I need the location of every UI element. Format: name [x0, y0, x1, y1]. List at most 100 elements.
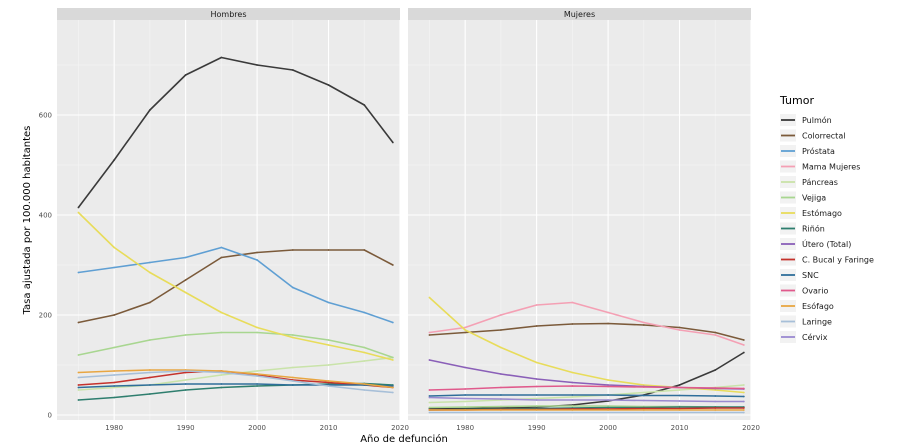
panel-hombres-background — [57, 20, 400, 420]
data-point — [363, 104, 366, 106]
data-point — [363, 383, 366, 385]
data-point — [256, 373, 258, 375]
data-point — [742, 400, 745, 403]
data-point — [742, 384, 745, 386]
data-point — [77, 321, 80, 324]
y-tick-label: 0 — [48, 412, 52, 420]
data-point — [742, 411, 745, 414]
data-point — [391, 264, 394, 266]
data-point — [391, 356, 394, 359]
data-point — [535, 397, 538, 400]
data-point — [607, 322, 609, 325]
data-point — [571, 394, 574, 396]
data-point — [363, 360, 366, 362]
data-point — [642, 411, 645, 414]
data-point — [499, 329, 502, 331]
data-point — [291, 376, 294, 379]
series-line-hombres — [77, 56, 394, 208]
data-point — [220, 386, 223, 389]
data-point — [607, 394, 609, 396]
data-point — [113, 314, 116, 316]
data-point — [256, 251, 258, 254]
data-point — [464, 394, 467, 396]
data-point — [499, 405, 502, 408]
x-tick-label: 1980 — [105, 424, 123, 432]
data-point — [535, 385, 538, 388]
data-point — [184, 379, 187, 381]
data-point — [742, 409, 745, 411]
data-point — [607, 411, 609, 414]
data-point — [148, 339, 151, 341]
data-point — [642, 384, 645, 386]
legend-label: Laringe — [802, 318, 832, 327]
data-point — [148, 393, 151, 395]
data-point — [184, 291, 187, 294]
data-point — [256, 259, 258, 261]
data-point — [678, 411, 681, 414]
data-point — [256, 370, 258, 372]
y-tick-label: 400 — [39, 212, 52, 220]
x-tick-label: 2000 — [599, 424, 617, 432]
data-point — [113, 159, 116, 161]
data-point — [327, 339, 330, 341]
data-point — [464, 406, 467, 408]
x-tick-label: 2000 — [248, 424, 266, 432]
strip-hombres — [57, 8, 400, 20]
data-point — [464, 409, 467, 411]
data-point — [77, 389, 80, 391]
series-line-mujeres — [429, 396, 744, 403]
data-point — [714, 334, 717, 336]
series-line-hombres — [78, 246, 394, 324]
data-point — [678, 400, 681, 402]
data-point — [742, 344, 745, 346]
data-point — [113, 370, 116, 372]
data-point — [642, 409, 645, 411]
data-point — [363, 311, 366, 314]
series-line-hombres — [78, 369, 393, 389]
x-tick-label: 2010 — [671, 424, 689, 432]
data-point — [220, 370, 223, 372]
data-point — [256, 383, 258, 385]
data-point — [428, 409, 431, 411]
series-lines — [77, 56, 745, 414]
panel-mujeres-background — [408, 20, 751, 420]
data-point — [148, 301, 151, 304]
series-line-mujeres — [429, 301, 745, 346]
strip-mujeres — [408, 8, 751, 20]
data-point — [184, 279, 187, 281]
data-point — [714, 331, 717, 334]
data-point — [148, 261, 151, 264]
data-point — [535, 411, 538, 414]
data-point — [464, 388, 467, 390]
data-point — [464, 411, 467, 414]
data-point — [535, 378, 538, 380]
series-line-hombres — [78, 331, 394, 359]
data-point — [428, 296, 431, 299]
data-point — [184, 334, 187, 336]
data-point — [464, 366, 467, 369]
data-point — [391, 391, 394, 394]
data-point — [291, 334, 294, 336]
series-line-mujeres — [429, 322, 745, 341]
data-point — [678, 406, 681, 408]
data-point — [642, 399, 645, 402]
x-tick-label: 1990 — [177, 424, 195, 432]
data-point — [607, 405, 609, 407]
data-point — [113, 381, 116, 384]
data-point — [77, 386, 80, 389]
x-tick-label: 2020 — [391, 424, 409, 432]
data-point — [742, 351, 745, 354]
data-point — [607, 311, 609, 314]
data-point — [499, 394, 502, 396]
data-point — [256, 331, 258, 334]
data-point — [77, 206, 80, 209]
data-point — [148, 384, 151, 386]
data-point — [607, 384, 609, 386]
data-point — [184, 389, 187, 391]
data-point — [642, 321, 645, 324]
data-point — [642, 407, 645, 410]
data-point — [428, 389, 431, 391]
data-point — [571, 323, 574, 325]
data-point — [678, 326, 681, 329]
